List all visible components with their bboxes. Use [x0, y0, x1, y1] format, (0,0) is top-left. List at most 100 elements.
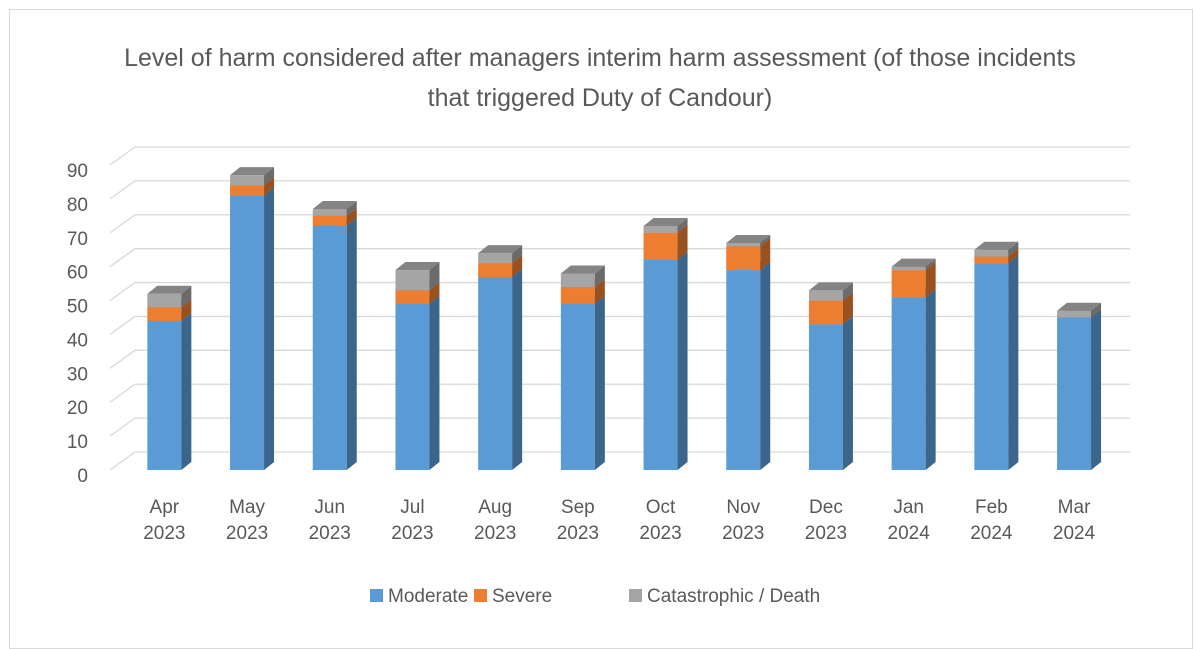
bar-segment	[1057, 309, 1102, 470]
bar-side	[429, 262, 440, 291]
bar-side	[181, 285, 192, 308]
bar-front	[312, 215, 347, 226]
bar-side	[594, 265, 605, 287]
bar-side	[346, 201, 357, 216]
bar-side	[842, 316, 853, 470]
bar-top	[478, 245, 523, 254]
bar-side	[346, 207, 357, 226]
y-tick-label: 50	[67, 297, 88, 318]
legend-swatch	[629, 589, 642, 602]
bar-front	[891, 266, 926, 271]
grid-line	[109, 383, 1130, 403]
bar-segment	[808, 316, 853, 470]
bar-top	[891, 258, 936, 267]
bar-front	[643, 232, 678, 260]
y-tick-label: 40	[67, 330, 88, 351]
bar-side	[842, 282, 853, 301]
bar-segment	[974, 255, 1019, 470]
bar-front	[560, 303, 595, 470]
bar-front	[808, 300, 843, 325]
bar-side	[925, 262, 936, 298]
bar-front	[478, 253, 513, 264]
bar-side	[1091, 302, 1102, 318]
grid-line	[109, 349, 1130, 369]
y-tick-label: 0	[77, 466, 88, 487]
bar-front	[643, 259, 678, 470]
bar-front	[726, 242, 761, 247]
x-tick-label: Jun 2023	[308, 497, 351, 544]
bar-side	[264, 167, 275, 186]
bar-top	[726, 234, 771, 243]
chart: 0 10 20 30 40 50 60 70 80 90 Moderate Severe Catastr…	[67, 146, 1130, 607]
bar-front	[726, 270, 761, 470]
y-tick-label: 60	[67, 263, 88, 284]
bar-front	[147, 293, 182, 308]
x-tick-label: Mar 2024	[1052, 497, 1096, 544]
bar-side	[760, 234, 771, 247]
bar-front	[147, 320, 182, 470]
bar-segment	[891, 289, 936, 470]
grid-line	[109, 451, 1130, 471]
bar-side	[1008, 241, 1019, 257]
bar-front	[1057, 317, 1092, 470]
bar-front	[395, 270, 430, 291]
page: {"chart_data": {"type": "bar3d_stacked",…	[9, 9, 1193, 649]
bar-side	[594, 295, 605, 470]
bar-side	[181, 299, 192, 321]
bar-segment	[230, 187, 275, 470]
bar-front	[560, 287, 595, 304]
bar-side	[677, 251, 688, 470]
bar-side	[429, 282, 440, 304]
bar-side	[1091, 309, 1102, 470]
legend-label: Moderate	[388, 586, 468, 607]
bar-front	[395, 303, 430, 470]
x-tick-label: Apr 2023	[143, 497, 186, 544]
bar-front	[808, 290, 843, 301]
bar-side	[760, 238, 771, 271]
bar-segment	[643, 218, 688, 233]
bar-segment	[147, 312, 192, 470]
bar-segment	[147, 285, 192, 308]
x-tick-label: Nov 2023	[722, 497, 765, 544]
x-tick-label: Jul 2023	[391, 497, 434, 544]
bar-side	[181, 312, 192, 470]
bar-segment	[974, 241, 1019, 257]
bar-front	[312, 226, 347, 470]
x-tick-label: Sep 2023	[556, 497, 599, 544]
bar-front	[312, 209, 347, 216]
bar-segment	[395, 262, 440, 291]
bar-front	[230, 195, 265, 470]
bar-front	[1057, 310, 1092, 318]
legend-swatch	[474, 589, 487, 602]
bar-segment	[1057, 302, 1102, 318]
bar-side	[925, 258, 936, 271]
bar-front	[478, 263, 513, 277]
bar-side	[512, 255, 523, 277]
bar-front	[147, 307, 182, 321]
bar-segment	[312, 201, 357, 216]
x-tick-label: Dec 2023	[804, 497, 848, 544]
x-tick-label: Jan 2024	[887, 497, 930, 544]
bar-side	[1008, 248, 1019, 264]
bar-front	[643, 226, 678, 233]
bar-side	[264, 177, 275, 196]
bar-top	[395, 262, 440, 271]
bar-side	[1008, 255, 1019, 470]
bar-side	[512, 245, 523, 264]
bar-front	[891, 270, 926, 298]
bar-top	[230, 167, 275, 176]
bar-segment	[312, 218, 357, 470]
bar-front	[808, 324, 843, 470]
bar-front	[974, 263, 1009, 470]
bar-front	[230, 185, 265, 196]
bar-front	[395, 290, 430, 304]
bar-segment	[560, 295, 605, 470]
legend-label: Catastrophic / Death	[647, 586, 820, 607]
bar-top	[974, 241, 1019, 250]
bar-segment	[478, 245, 523, 264]
chart-title: Level of harm considered after managers …	[124, 44, 1076, 112]
bar-side	[264, 187, 275, 470]
bar-front	[726, 246, 761, 271]
bar-segment	[230, 167, 275, 186]
bar-front	[974, 249, 1009, 257]
